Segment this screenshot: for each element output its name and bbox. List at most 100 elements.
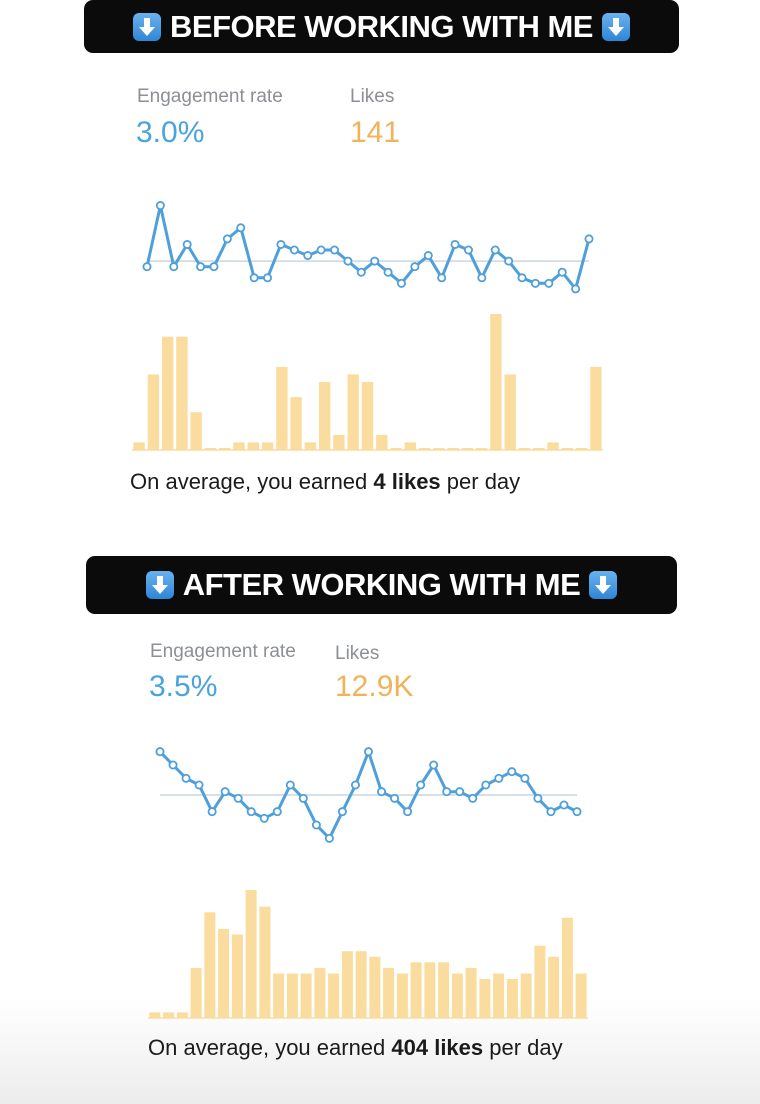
after-caption-bold: 404 likes (391, 1035, 484, 1060)
bar (418, 448, 431, 450)
bar (259, 906, 271, 1018)
data-point (181, 773, 191, 783)
bar (300, 973, 312, 1018)
bar (518, 448, 531, 450)
bar (204, 448, 217, 450)
bar (176, 1012, 188, 1018)
before-engagement-label: Engagement rate (137, 86, 283, 107)
bar (438, 962, 450, 1018)
data-point (155, 201, 165, 211)
data-point (546, 807, 556, 817)
data-point (182, 239, 192, 249)
data-point (429, 760, 439, 770)
bar (163, 1012, 175, 1018)
data-point (481, 780, 491, 790)
after-caption: On average, you earned 404 likes per day (148, 1032, 568, 1064)
bar (190, 967, 202, 1018)
data-point (396, 278, 406, 288)
after-likes-value: 12.9K (335, 670, 414, 703)
bar (451, 973, 463, 1018)
data-point (437, 273, 447, 283)
bar (575, 973, 587, 1018)
data-point (276, 239, 286, 249)
bar (369, 956, 381, 1018)
after-likes-label: Likes (335, 643, 380, 664)
bar (219, 448, 231, 450)
bar (133, 442, 145, 450)
data-point (416, 780, 426, 790)
data-point (517, 273, 527, 283)
data-point (311, 820, 321, 830)
data-point (463, 245, 473, 255)
data-point (530, 278, 540, 288)
data-point (584, 234, 594, 244)
bar (149, 1012, 161, 1018)
data-point (468, 793, 478, 803)
after-engagement-value: 3.5% (149, 670, 218, 703)
before-likes-label: Likes (350, 86, 395, 107)
bar (404, 442, 416, 450)
data-point (520, 773, 530, 783)
bar (290, 397, 302, 450)
data-point (442, 787, 452, 797)
data-point (249, 273, 259, 283)
bar (245, 890, 257, 1018)
data-point (272, 807, 282, 817)
bar (355, 951, 367, 1018)
bar (190, 412, 202, 450)
data-point (169, 262, 179, 272)
data-point (410, 262, 420, 272)
bar (383, 967, 395, 1018)
bar (490, 314, 502, 450)
bar (533, 448, 545, 450)
bar (547, 442, 559, 450)
data-point (571, 284, 581, 294)
data-point (377, 787, 387, 797)
down-arrow-icon (145, 571, 174, 599)
data-point (557, 267, 567, 277)
bar (314, 967, 326, 1018)
bar (504, 374, 516, 450)
data-point (450, 239, 460, 249)
bar (376, 434, 388, 450)
bar (476, 448, 488, 450)
data-point (324, 833, 334, 843)
after-caption-suffix: per day (483, 1035, 563, 1060)
before-caption-suffix: per day (440, 469, 521, 494)
data-point (572, 807, 582, 817)
data-point (330, 245, 340, 255)
bar (534, 945, 546, 1018)
data-point (337, 807, 347, 817)
bar (447, 448, 459, 450)
bar (520, 973, 532, 1018)
bar (231, 934, 243, 1018)
before-likes-value: 141 (350, 116, 401, 149)
before-caption-bold: 4 likes (373, 469, 441, 494)
bar (204, 912, 216, 1018)
data-point (168, 760, 178, 770)
bar (361, 382, 374, 450)
bar (506, 979, 518, 1018)
data-point (477, 273, 487, 283)
after-caption-prefix: On average, you earned (148, 1035, 392, 1060)
bar (218, 929, 230, 1018)
bar (465, 967, 477, 1018)
before-banner: BEFORE WORKING WITH ME (84, 0, 679, 53)
data-point (194, 780, 204, 790)
data-point (544, 278, 554, 288)
data-point (303, 251, 313, 261)
bar (247, 442, 259, 450)
bar (575, 448, 588, 450)
bar (261, 442, 274, 450)
bar (561, 917, 573, 1018)
data-point (356, 267, 366, 277)
data-point (403, 807, 413, 817)
bar (273, 973, 285, 1018)
data-point (370, 256, 380, 266)
data-point (494, 773, 504, 783)
bar (390, 448, 402, 450)
down-arrow-icon (601, 12, 630, 41)
